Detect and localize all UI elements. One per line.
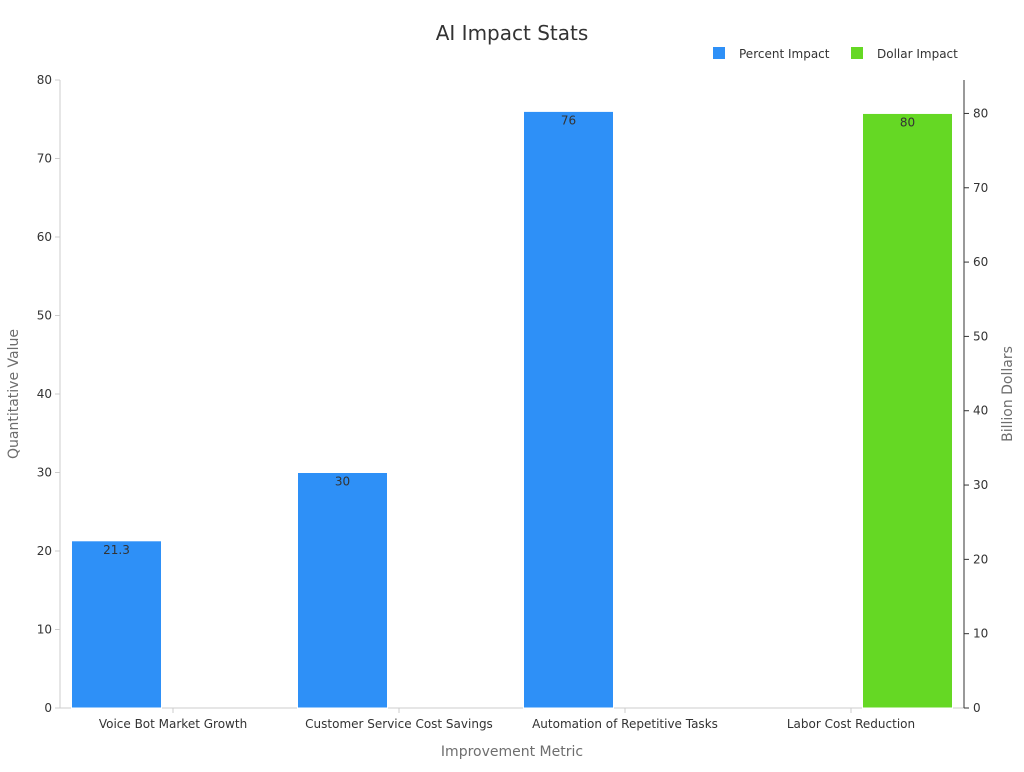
y2-tick-label: 80	[973, 106, 988, 120]
y2-tick-label: 60	[973, 255, 988, 269]
bars: 21.3 30 76 80	[71, 110, 953, 709]
ticks: 0 10 20 30 40 50 60 70 80 0 10 20 30 40 50 60 70 80 Voice …	[37, 73, 989, 731]
bar-dollar-impact-labor-cost-reduction[interactable]	[862, 112, 953, 709]
y-tick-label: 60	[37, 230, 52, 244]
y2-tick-label: 40	[973, 404, 988, 418]
y-tick-label: 30	[37, 466, 52, 480]
data-label-percent-impact-voice-bot-market-growth: 21.3	[103, 543, 130, 557]
y-tick-label: 10	[37, 623, 52, 637]
chart-title: AI Impact Stats	[436, 21, 589, 45]
x-axis-label: Improvement Metric	[441, 744, 583, 760]
y2-axis-label: Billion Dollars	[1000, 346, 1016, 442]
y2-tick-label: 10	[973, 627, 988, 641]
y-tick-label: 0	[44, 701, 52, 715]
legend-swatch-percent-impact[interactable]	[713, 47, 725, 59]
data-label-percent-impact-customer-service-cost-savings: 30	[335, 475, 350, 489]
y-axis-label: Quantitative Value	[6, 329, 22, 459]
y-tick-label: 50	[37, 309, 52, 323]
data-label-percent-impact-automation-of-repetitive-tasks: 76	[561, 113, 576, 127]
data-label-dollar-impact-labor-cost-reduction: 80	[900, 115, 915, 129]
legend-swatch-dollar-impact[interactable]	[851, 47, 863, 59]
y-tick-label: 80	[37, 73, 52, 87]
y-tick-label: 40	[37, 387, 52, 401]
bar-percent-impact-customer-service-cost-savings[interactable]	[297, 472, 388, 709]
bar-percent-impact-automation-of-repetitive-tasks[interactable]	[523, 110, 614, 709]
y2-tick-label: 70	[973, 181, 988, 195]
x-tick-label-labor-cost-reduction: Labor Cost Reduction	[787, 717, 915, 731]
y2-tick-label: 30	[973, 478, 988, 492]
y2-tick-label: 20	[973, 552, 988, 566]
legend-label-percent-impact[interactable]: Percent Impact	[739, 47, 830, 61]
y2-tick-label: 0	[973, 701, 981, 715]
x-tick-label-customer-service-cost-savings: Customer Service Cost Savings	[305, 717, 493, 731]
x-tick-label-voice-bot-market-growth: Voice Bot Market Growth	[99, 717, 247, 731]
y-tick-label: 70	[37, 152, 52, 166]
axes	[59, 80, 965, 709]
x-tick-label-automation-of-repetitive-tasks: Automation of Repetitive Tasks	[532, 717, 718, 731]
legend-label-dollar-impact[interactable]: Dollar Impact	[877, 47, 958, 61]
legend: Percent Impact Dollar Impact	[713, 47, 958, 61]
y-tick-label: 20	[37, 544, 52, 558]
bar-percent-impact-voice-bot-market-growth[interactable]	[71, 540, 162, 709]
y2-tick-label: 50	[973, 329, 988, 343]
